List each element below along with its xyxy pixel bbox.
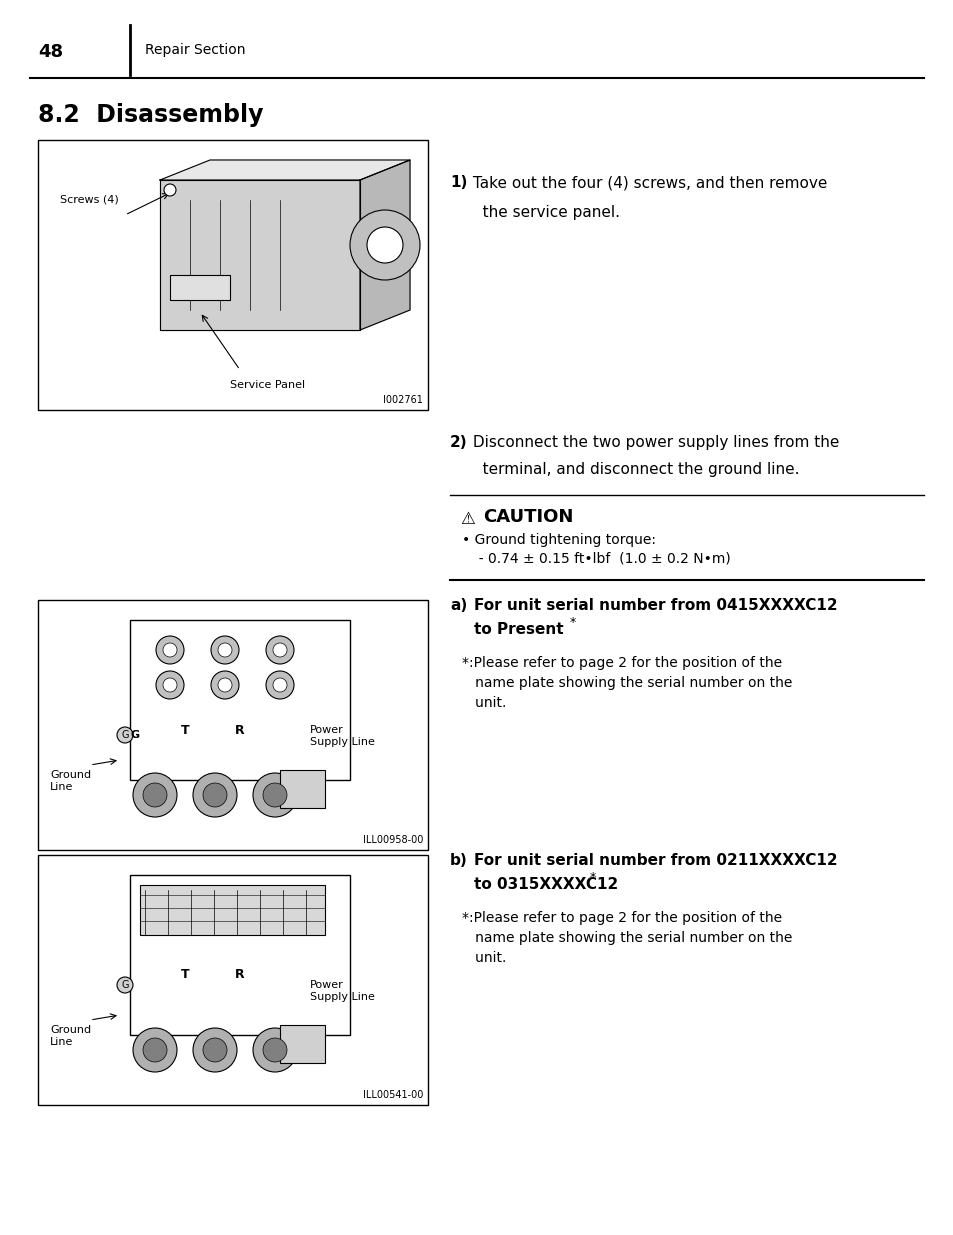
Circle shape — [164, 184, 175, 196]
Circle shape — [350, 210, 419, 280]
Circle shape — [132, 773, 177, 818]
Text: b): b) — [450, 853, 467, 868]
Text: Ground
Line: Ground Line — [50, 1025, 91, 1046]
Circle shape — [203, 783, 227, 806]
Bar — [38, 855, 428, 1105]
Text: terminal, and disconnect the ground line.: terminal, and disconnect the ground line… — [468, 462, 799, 477]
Text: G: G — [121, 730, 129, 740]
Circle shape — [253, 1028, 296, 1072]
Circle shape — [263, 783, 287, 806]
Text: 2): 2) — [450, 435, 467, 450]
Text: *:Please refer to page 2 for the position of the: *:Please refer to page 2 for the positio… — [461, 911, 781, 925]
Text: to 0315XXXXC12: to 0315XXXXC12 — [474, 877, 618, 892]
Circle shape — [273, 678, 287, 692]
Circle shape — [132, 1028, 177, 1072]
Text: G: G — [131, 730, 139, 740]
Text: unit.: unit. — [461, 951, 506, 965]
Circle shape — [263, 1037, 287, 1062]
Text: Power
Supply Line: Power Supply Line — [310, 725, 375, 747]
Polygon shape — [160, 180, 359, 330]
Circle shape — [203, 1037, 227, 1062]
Bar — [280, 1025, 325, 1063]
Circle shape — [211, 636, 239, 664]
Text: G: G — [121, 981, 129, 990]
Text: T: T — [180, 724, 189, 736]
Bar — [170, 275, 230, 300]
Circle shape — [143, 783, 167, 806]
Circle shape — [253, 773, 296, 818]
Text: *:Please refer to page 2 for the position of the: *:Please refer to page 2 for the positio… — [461, 656, 781, 671]
Text: 1): 1) — [450, 175, 467, 190]
Text: Ground
Line: Ground Line — [50, 769, 91, 792]
Circle shape — [193, 1028, 236, 1072]
Polygon shape — [160, 161, 410, 180]
Circle shape — [218, 678, 232, 692]
Text: CAUTION: CAUTION — [482, 508, 573, 526]
Text: - 0.74 ± 0.15 ft•lbf  (1.0 ± 0.2 N•m): - 0.74 ± 0.15 ft•lbf (1.0 ± 0.2 N•m) — [470, 552, 730, 566]
Circle shape — [163, 678, 177, 692]
Text: ILL00541-00: ILL00541-00 — [362, 1091, 422, 1100]
Text: Screws (4): Screws (4) — [60, 195, 118, 205]
Text: 8.2  Disassembly: 8.2 Disassembly — [38, 103, 263, 127]
Circle shape — [156, 671, 184, 699]
Text: the service panel.: the service panel. — [468, 205, 619, 220]
Bar — [130, 876, 350, 1035]
Text: 48: 48 — [38, 43, 63, 61]
Text: For unit serial number from 0211XXXXC12: For unit serial number from 0211XXXXC12 — [474, 853, 837, 868]
Text: T: T — [180, 968, 189, 982]
Text: For unit serial number from 0415XXXXC12: For unit serial number from 0415XXXXC12 — [474, 598, 837, 613]
Circle shape — [117, 727, 132, 743]
Circle shape — [156, 636, 184, 664]
Text: ILL00958-00: ILL00958-00 — [362, 835, 422, 845]
Polygon shape — [359, 161, 410, 330]
Text: I002761: I002761 — [383, 395, 422, 405]
Text: unit.: unit. — [461, 697, 506, 710]
Circle shape — [211, 671, 239, 699]
Circle shape — [266, 636, 294, 664]
Text: • Ground tightening torque:: • Ground tightening torque: — [461, 534, 656, 547]
Text: *: * — [569, 616, 576, 629]
Text: a): a) — [450, 598, 467, 613]
Text: ⚠: ⚠ — [459, 510, 475, 529]
Bar — [140, 885, 325, 935]
Circle shape — [367, 227, 402, 263]
Text: Service Panel: Service Panel — [230, 380, 305, 390]
Text: Take out the four (4) screws, and then remove: Take out the four (4) screws, and then r… — [468, 175, 826, 190]
Text: Repair Section: Repair Section — [145, 43, 245, 57]
Circle shape — [266, 671, 294, 699]
Bar — [130, 620, 350, 781]
Bar — [38, 600, 428, 850]
Circle shape — [273, 643, 287, 657]
Text: R: R — [235, 724, 245, 736]
Text: Disconnect the two power supply lines from the: Disconnect the two power supply lines fr… — [468, 435, 839, 450]
Circle shape — [218, 643, 232, 657]
Text: R: R — [235, 968, 245, 982]
Text: to Present: to Present — [474, 622, 563, 637]
Text: name plate showing the serial number on the: name plate showing the serial number on … — [461, 676, 792, 690]
Text: *: * — [589, 871, 596, 884]
Circle shape — [193, 773, 236, 818]
Bar — [38, 140, 428, 410]
Text: Power
Supply Line: Power Supply Line — [310, 981, 375, 1002]
Circle shape — [143, 1037, 167, 1062]
Text: name plate showing the serial number on the: name plate showing the serial number on … — [461, 931, 792, 945]
Circle shape — [163, 643, 177, 657]
Bar — [280, 769, 325, 808]
Circle shape — [117, 977, 132, 993]
